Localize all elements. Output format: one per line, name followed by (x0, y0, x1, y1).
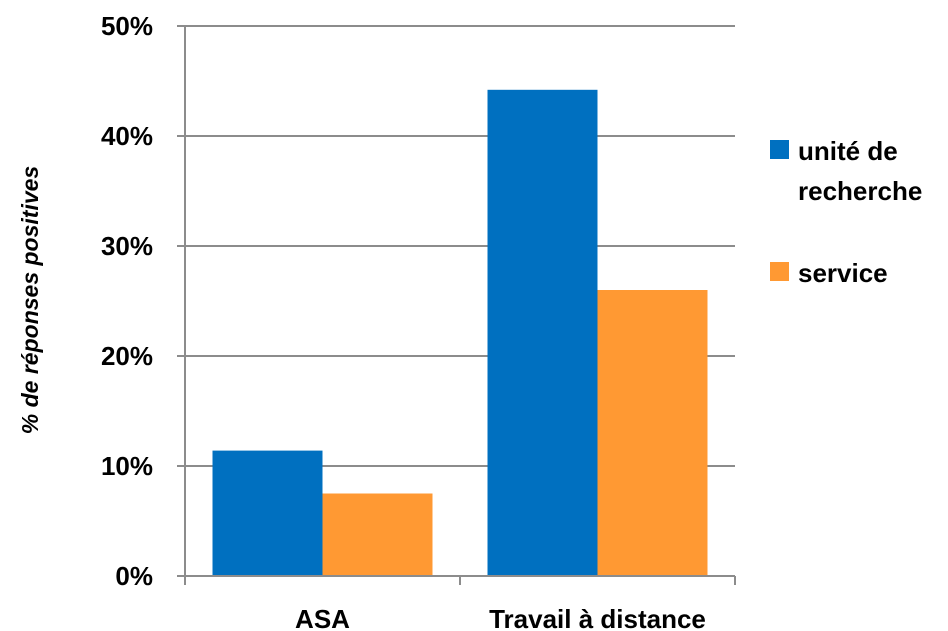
legend-label: service (798, 258, 888, 288)
legend-label: recherche (798, 176, 922, 206)
y-tick-label: 30% (101, 231, 153, 261)
y-tick-label: 50% (101, 11, 153, 41)
x-category-label: ASA (295, 604, 350, 631)
y-tick-label: 0% (115, 561, 153, 591)
axes (184, 26, 736, 585)
legend-swatch (770, 262, 789, 281)
legend-item: unité de recherche (770, 136, 922, 206)
legend-swatch (770, 140, 789, 159)
y-axis-label: % de réponses positives (17, 166, 43, 434)
legend-item: service (770, 258, 888, 288)
bar (212, 450, 323, 576)
x-axis-categories: ASA Travail à distance (295, 604, 706, 631)
bar (322, 493, 433, 576)
bar (487, 89, 598, 577)
legend-label: unité de (798, 136, 898, 166)
bar (597, 290, 708, 576)
y-tick-label: 40% (101, 121, 153, 151)
y-tick-label: 10% (101, 451, 153, 481)
y-axis-ticks: 0% 10% 20% 30% 40% 50% (101, 11, 185, 591)
x-category-label: Travail à distance (489, 604, 706, 631)
y-tick-label: 20% (101, 341, 153, 371)
bars (212, 89, 708, 577)
legend: unité de recherche service (770, 136, 922, 288)
